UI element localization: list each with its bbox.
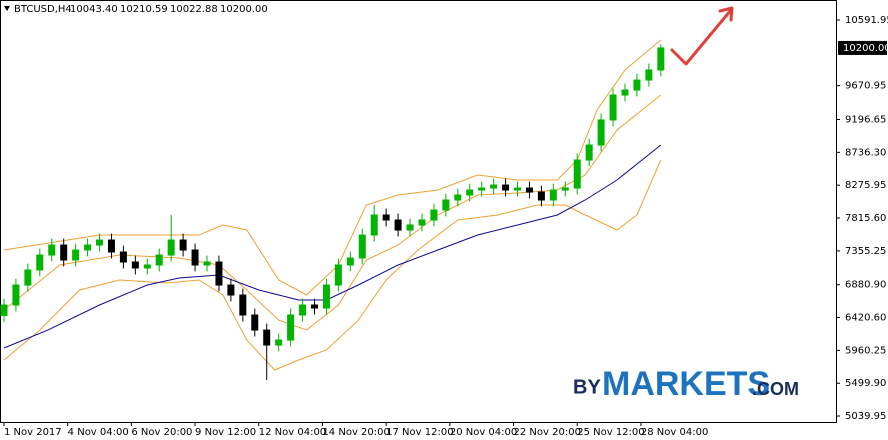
x-tick-label: 25 Nov 12:00 — [577, 427, 644, 438]
candle-body — [179, 239, 187, 251]
candle-body — [119, 251, 127, 263]
x-tick-label: 20 Nov 04:00 — [450, 427, 517, 438]
candle-body — [263, 329, 271, 346]
x-tick-label: 1 Nov 2017 — [4, 427, 62, 438]
y-tick-label: 7355.25 — [845, 246, 886, 257]
candle-body — [502, 184, 510, 191]
y-tick-label: 8275.95 — [845, 180, 886, 191]
y-tick-label: 5499.90 — [845, 378, 886, 389]
candle-body — [466, 189, 474, 196]
candle-body — [203, 261, 211, 266]
x-tick-label: 17 Nov 12:00 — [386, 427, 453, 438]
candle-body — [382, 214, 390, 221]
candle-body — [346, 257, 354, 266]
y-tick-label: 9670.95 — [845, 81, 886, 92]
candle-body — [525, 187, 533, 193]
candle-body — [585, 144, 593, 161]
candle-body — [48, 244, 56, 256]
candle-body — [370, 214, 378, 236]
chart-title: BTCUSD,H4 — [14, 4, 72, 15]
y-tick-label: 9196.65 — [845, 115, 886, 126]
indicator-line — [3, 94, 662, 331]
x-tick-label: 4 Nov 04:00 — [68, 427, 129, 438]
y-tick-label: 6880.90 — [845, 280, 886, 291]
candle-body — [227, 284, 235, 296]
last-price-label: 10200.00 — [843, 43, 888, 54]
candle-body — [657, 47, 665, 71]
candle-body — [36, 254, 44, 271]
candle-body — [406, 224, 414, 231]
x-tick-label: 12 Nov 04:00 — [259, 427, 326, 438]
x-tick-label: 6 Nov 20:00 — [131, 427, 192, 438]
candle-body — [478, 187, 486, 191]
last-price-box — [838, 40, 887, 55]
header-open: 10043.40 — [70, 4, 118, 15]
candle-body — [537, 191, 545, 201]
candle-body — [84, 244, 92, 251]
candle-body — [645, 69, 653, 81]
candle-body — [633, 79, 641, 91]
candle-body — [215, 261, 223, 286]
candle-body — [72, 249, 80, 261]
candle-body — [239, 294, 247, 316]
candle-body — [490, 184, 498, 189]
red-arrow — [670, 6, 734, 66]
candle-body — [60, 244, 68, 261]
candle-body — [358, 234, 366, 259]
candle-body — [12, 284, 20, 306]
x-tick-label: 14 Nov 20:00 — [322, 427, 389, 438]
candle-body — [430, 209, 438, 221]
watermark-main: MARKETS — [602, 365, 770, 403]
candle-body — [167, 239, 175, 256]
y-tick-label: 10591.95 — [845, 15, 888, 26]
candle-body — [334, 264, 342, 286]
candle-body — [549, 189, 557, 201]
candle-body — [96, 239, 104, 246]
candle-body — [597, 119, 605, 146]
x-tick-label: 28 Nov 04:00 — [641, 427, 708, 438]
candle-body — [573, 159, 581, 189]
header-close: 10200.00 — [220, 4, 268, 15]
candle-body — [609, 94, 617, 121]
y-tick-label: 6420.60 — [845, 313, 886, 324]
candle-body — [514, 187, 522, 191]
candle-body — [299, 304, 307, 316]
watermark-prefix: BY — [573, 376, 601, 398]
candle-body — [418, 219, 426, 226]
candle-body — [561, 187, 569, 191]
candle-body — [191, 249, 199, 266]
header-icon — [4, 6, 10, 11]
header-low: 10022.88 — [170, 4, 218, 15]
x-tick-label: 9 Nov 12:00 — [195, 427, 256, 438]
candle-body — [621, 89, 629, 96]
candle-body — [131, 261, 139, 269]
candle-body — [143, 264, 151, 269]
x-tick-label: 22 Nov 20:00 — [514, 427, 581, 438]
candle-body — [275, 339, 283, 346]
y-tick-label: 5960.25 — [845, 345, 886, 356]
y-tick-label: 5039.95 — [845, 411, 886, 422]
candle-body — [24, 269, 32, 286]
candle-body — [322, 284, 330, 309]
plot-frame — [0, 0, 837, 423]
candle-body — [442, 199, 450, 211]
candle-body — [155, 254, 163, 266]
indicator-line — [3, 159, 662, 371]
header-high: 10210.59 — [120, 4, 168, 15]
watermark-suffix: .COM — [752, 379, 799, 399]
indicator-line — [3, 144, 662, 349]
candle-body — [310, 304, 318, 309]
candle-body — [251, 314, 259, 331]
candle-body — [394, 219, 402, 231]
candle-body — [107, 239, 115, 253]
y-tick-label: 8736.30 — [845, 147, 886, 158]
candle-body — [287, 314, 295, 341]
candle-body — [0, 304, 8, 316]
candle-body — [454, 194, 462, 201]
y-tick-label: 7815.60 — [845, 213, 886, 224]
